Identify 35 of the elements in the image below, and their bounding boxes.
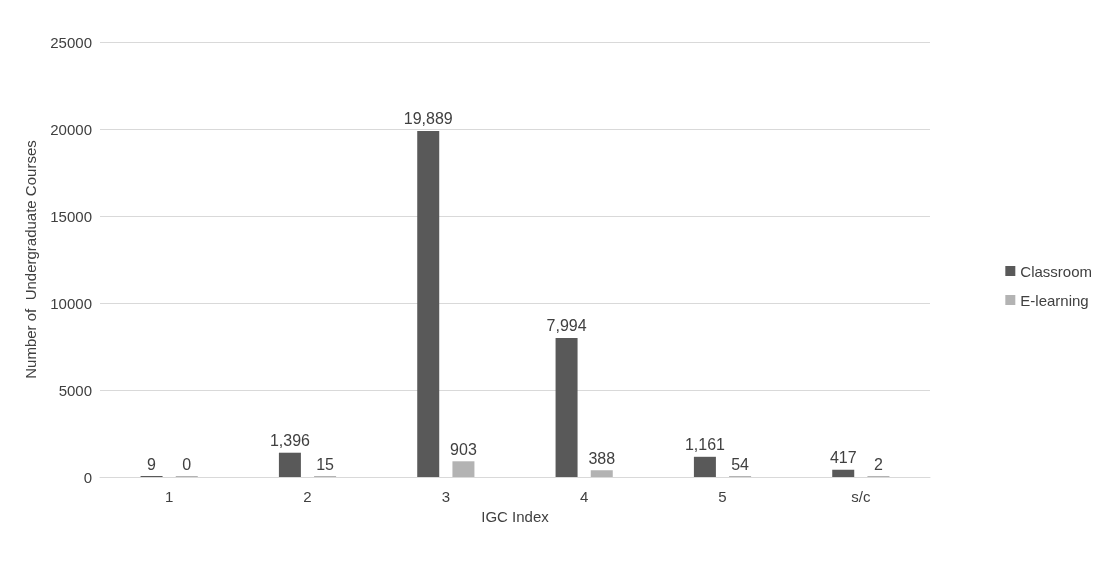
- y-tick-label: 15000: [50, 207, 92, 225]
- x-tick-label: 3: [441, 488, 451, 505]
- data-label: 2: [873, 455, 883, 473]
- data-label: 7,994: [546, 317, 587, 335]
- legend-label: E-learning: [1020, 291, 1089, 309]
- data-label: 388: [588, 449, 616, 467]
- data-label: 9: [147, 455, 157, 473]
- data-label: 903: [450, 440, 477, 458]
- data-label: 54: [731, 455, 750, 473]
- y-axis-title: Number of Undergraduate Courses: [22, 140, 39, 379]
- y-tick-label: 20000: [50, 120, 92, 138]
- legend-label: Classroom: [1020, 262, 1093, 280]
- x-tick-label: 2: [303, 488, 312, 505]
- x-tick-label: s/c: [851, 488, 871, 505]
- x-axis-title: IGC Index: [481, 508, 550, 525]
- data-label: 19,889: [403, 110, 453, 128]
- data-label: 1,396: [269, 432, 311, 450]
- y-tick-label: 0: [83, 468, 92, 486]
- x-tick-label: 1: [164, 488, 174, 505]
- data-label: 1,161: [684, 436, 726, 454]
- bar: [452, 461, 475, 477]
- y-tick-label: 5000: [58, 381, 92, 399]
- data-label: 15: [316, 455, 335, 473]
- bar: [832, 469, 855, 477]
- bar: [693, 456, 716, 477]
- bar: [590, 470, 613, 477]
- data-label: 0: [182, 455, 192, 473]
- x-tick-label: 5: [718, 488, 727, 505]
- bar: [555, 337, 578, 477]
- y-tick-label: 25000: [50, 33, 92, 51]
- data-label: 417: [829, 449, 857, 467]
- bar: [417, 130, 440, 477]
- x-tick-label: 4: [579, 488, 589, 505]
- y-tick-label: 10000: [50, 294, 92, 312]
- bar: [278, 452, 301, 477]
